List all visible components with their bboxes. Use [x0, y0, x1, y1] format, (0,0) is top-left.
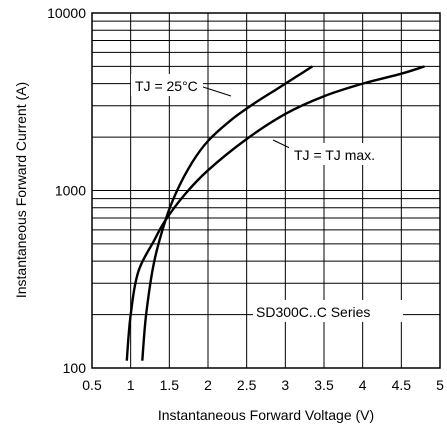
x-tick-label: 1.5: [160, 377, 180, 393]
annotation-tjmax: TJ = TJ max.: [272, 139, 399, 165]
y-axis-label: Instantaneous Forward Current (A): [13, 82, 29, 298]
annotation-25c: TJ = 25°C: [131, 74, 232, 97]
annotation-series-bg: [253, 300, 403, 322]
x-tick-label: 1: [127, 377, 135, 393]
x-tick-label: 3.5: [314, 377, 334, 393]
annotation-series: SD300C..C Series: [253, 300, 403, 322]
x-tick-label: 0.5: [82, 377, 102, 393]
x-tick-label: 2: [204, 377, 212, 393]
plot-frame: [91, 12, 441, 369]
y-tick-label: 1000: [55, 183, 86, 199]
series-line-tjmax: [125, 65, 425, 361]
y-tick-label: 100: [63, 360, 87, 376]
y-tick-label: 10000: [47, 5, 86, 21]
annotation-25c-bg: [131, 74, 203, 96]
x-tick-label: 2.5: [237, 377, 257, 393]
annotation-tjmax-bg: [289, 143, 399, 165]
x-axis-label: Instantaneous Forward Voltage (V): [158, 407, 374, 423]
annotation-25c-leader: [199, 85, 232, 97]
x-tick-label: 4: [359, 377, 367, 393]
annotation-tjmax-label: TJ = TJ max.: [294, 147, 375, 163]
series-group: [125, 65, 425, 361]
grid: [92, 13, 440, 368]
annotation-25c-label: TJ = 25°C: [135, 78, 198, 94]
series-line-25c: [141, 65, 314, 361]
x-tick-label: 5: [436, 377, 444, 393]
x-tick-label: 4.5: [392, 377, 412, 393]
tick-labels: 0.5 1 1.5 2 2.5 3 3.5 4 4.5 5 100 1000 10000: [47, 5, 444, 393]
x-tick-label: 3: [281, 377, 289, 393]
annotation-series-label: SD300C..C Series: [256, 304, 370, 320]
